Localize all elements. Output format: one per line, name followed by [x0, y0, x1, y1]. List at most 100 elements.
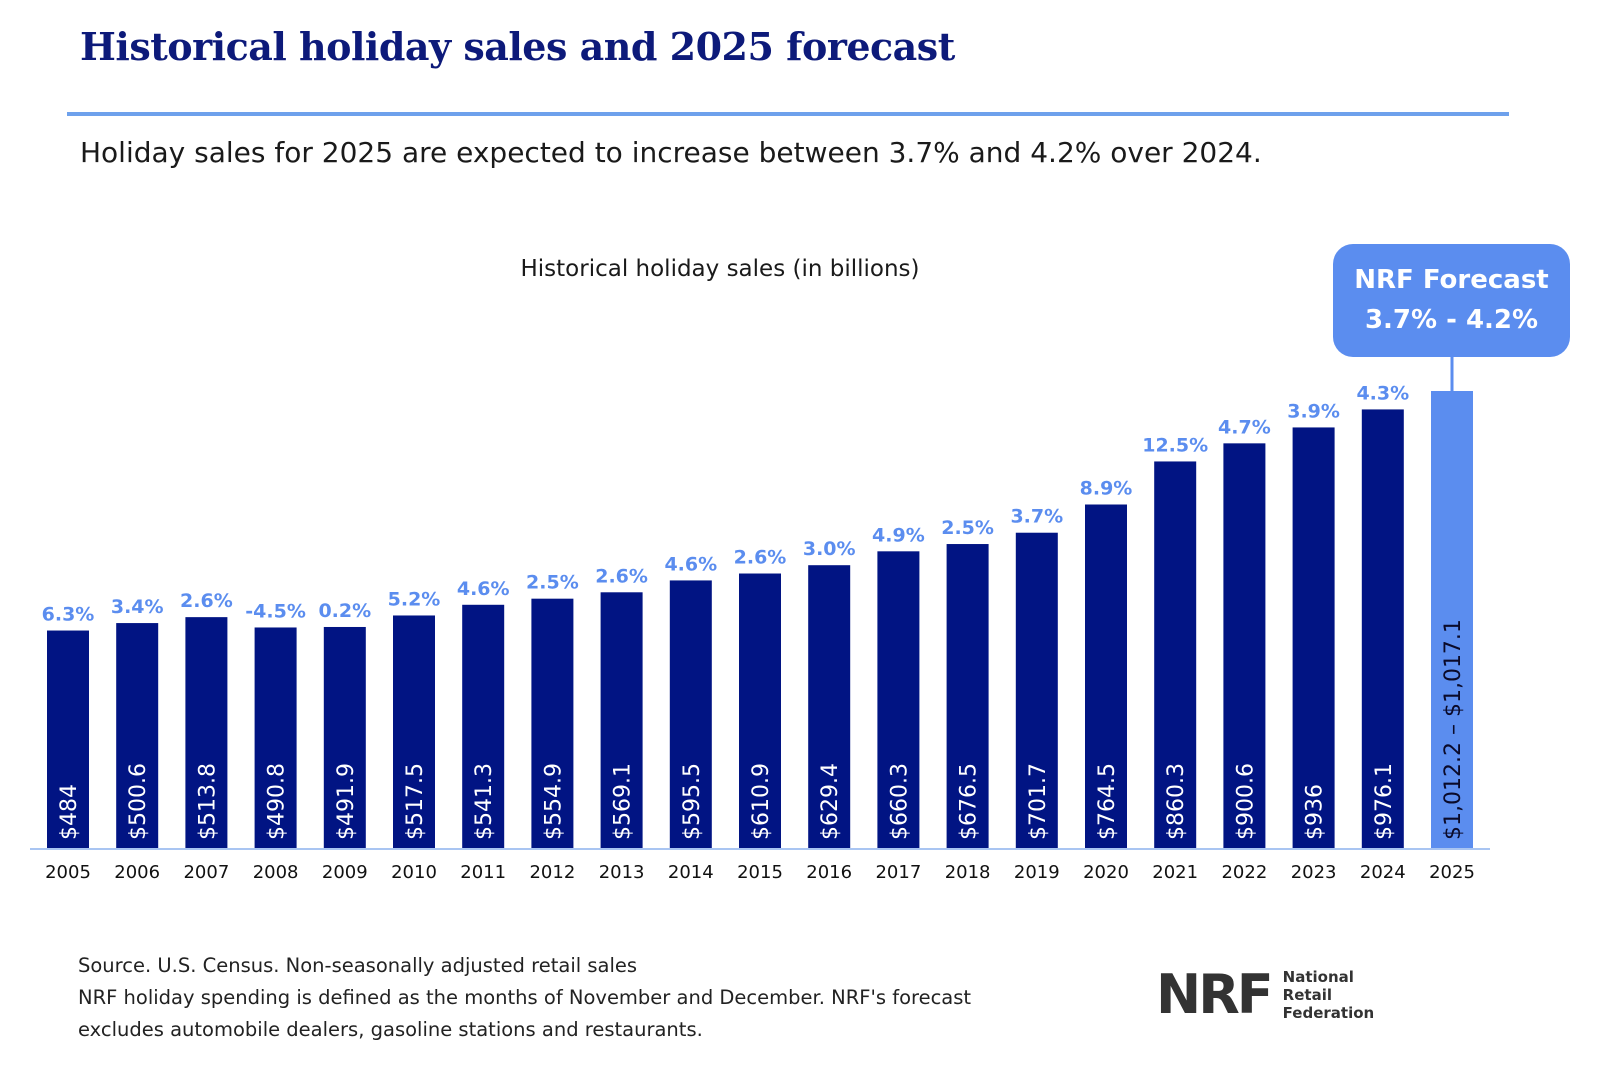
bar-2006 — [116, 623, 159, 848]
footnote-definition: NRF holiday spending is defined as the m… — [78, 986, 972, 1009]
growth-label: 2.6% — [595, 565, 648, 587]
growth-label: 5.2% — [388, 588, 441, 610]
value-label: $484 — [57, 784, 82, 840]
bar-2007 — [185, 617, 228, 848]
value-label: $554.9 — [541, 763, 566, 840]
bar-2015 — [739, 573, 781, 848]
bar-2010 — [393, 615, 435, 848]
x-tick-label: 2024 — [1360, 862, 1406, 883]
x-tick-label: 2020 — [1083, 862, 1129, 883]
value-label: $629.4 — [818, 763, 843, 840]
growth-label: 4.9% — [872, 524, 925, 546]
growth-label: 6.3% — [42, 604, 95, 626]
bar-2018 — [946, 544, 989, 848]
x-tick-label: 2014 — [668, 862, 714, 883]
bar-2005 — [47, 630, 89, 848]
x-tick-label: 2012 — [529, 862, 575, 883]
bar-2024 — [1361, 409, 1404, 848]
value-label: $660.3 — [887, 763, 912, 840]
value-label: $569.1 — [611, 763, 636, 840]
footnote-source: Source. U.S. Census. Non-seasonally adju… — [78, 954, 638, 977]
bar-2011 — [462, 604, 505, 848]
forecast-callout-range: 3.7% - 4.2% — [1364, 305, 1539, 335]
x-tick-label: 2011 — [460, 862, 506, 883]
bar-2013 — [600, 592, 643, 848]
x-tick-label: 2013 — [599, 862, 645, 883]
nrf-logo-wordmark: National Retail Federation — [1283, 968, 1375, 1022]
value-label: $976.1 — [1372, 763, 1397, 840]
footnote-exclusions: excludes automobile dealers, gasoline st… — [78, 1018, 703, 1041]
x-tick-label: 2006 — [114, 862, 160, 883]
value-label: $610.9 — [749, 763, 774, 840]
chart-title: Historical holiday sales (in billions) — [520, 256, 920, 282]
value-label: $860.3 — [1164, 763, 1189, 840]
growth-label: 3.9% — [1287, 400, 1340, 422]
value-label: $595.5 — [680, 763, 705, 840]
growth-label: 2.6% — [180, 590, 233, 612]
page-title: Historical holiday sales and 2025 foreca… — [80, 24, 955, 69]
value-label: $500.6 — [126, 763, 151, 840]
growth-label: 3.7% — [1010, 506, 1063, 528]
bar-2016 — [808, 565, 851, 848]
x-tick-label: 2008 — [253, 862, 299, 883]
value-label: $491.9 — [334, 763, 359, 840]
divider — [67, 112, 1509, 116]
value-label: $936 — [1303, 784, 1328, 840]
bar-2021 — [1154, 461, 1197, 848]
value-label: $541.3 — [472, 763, 497, 840]
x-tick-label: 2005 — [45, 862, 91, 883]
growth-label: 2.6% — [734, 547, 787, 569]
forecast-callout-title: NRF Forecast — [1354, 265, 1549, 295]
value-label: $1,012.2 – $1,017.1 — [1441, 619, 1466, 840]
bar-2012 — [531, 598, 574, 848]
growth-label: 4.6% — [457, 578, 510, 600]
bar-2019 — [1015, 532, 1058, 848]
value-label: $701.7 — [1026, 763, 1051, 840]
x-tick-label: 2025 — [1429, 862, 1475, 883]
growth-label: 2.5% — [941, 517, 994, 539]
growth-label: 12.5% — [1142, 434, 1208, 456]
value-label: $900.6 — [1233, 763, 1258, 840]
growth-label: 4.7% — [1218, 416, 1271, 438]
x-tick-label: 2016 — [806, 862, 852, 883]
x-tick-label: 2021 — [1152, 862, 1198, 883]
value-label: $490.8 — [265, 763, 290, 840]
bar-2009 — [323, 626, 366, 848]
bar-2022 — [1223, 443, 1266, 848]
x-tick-label: 2015 — [737, 862, 783, 883]
logo-line: National — [1282, 968, 1354, 986]
value-label: $517.5 — [403, 763, 428, 840]
bar-2014 — [669, 580, 712, 848]
x-tick-label: 2018 — [945, 862, 991, 883]
footnote: Source. U.S. Census. Non-seasonally adju… — [78, 950, 971, 1046]
bar-2017 — [877, 551, 920, 848]
x-tick-label: 2009 — [322, 862, 368, 883]
growth-label: -4.5% — [245, 600, 306, 622]
bar-2023 — [1292, 427, 1335, 848]
bar-2025 — [1431, 391, 1473, 848]
x-tick-label: 2019 — [1014, 862, 1060, 883]
growth-label: 4.6% — [664, 553, 717, 575]
bar-2020 — [1085, 504, 1127, 848]
forecast-callout: NRF Forecast 3.7% - 4.2% — [1333, 244, 1570, 357]
nrf-logo: NRF National Retail Federation — [1156, 963, 1375, 1026]
growth-label: 2.5% — [526, 572, 579, 594]
x-tick-label: 2017 — [875, 862, 921, 883]
growth-label: 3.4% — [111, 596, 164, 618]
page-subtitle: Holiday sales for 2025 are expected to i… — [80, 136, 1262, 169]
x-tick-label: 2023 — [1291, 862, 1337, 883]
growth-label: 3.0% — [803, 538, 856, 560]
bar-2008 — [254, 627, 297, 848]
nrf-logo-mark: NRF — [1156, 963, 1274, 1026]
growth-label: 0.2% — [318, 600, 371, 622]
growth-label: 8.9% — [1080, 477, 1133, 499]
x-tick-label: 2010 — [391, 862, 437, 883]
value-label: $676.5 — [957, 763, 982, 840]
value-label: $764.5 — [1095, 763, 1120, 840]
logo-line: Federation — [1282, 1004, 1375, 1022]
value-label: $513.8 — [195, 763, 220, 840]
x-tick-label: 2022 — [1221, 862, 1267, 883]
bar-chart: $484 6.3% 2005 $500.6 3.4% 2006 $513.8 2.6% 2007… — [30, 357, 1490, 883]
logo-line: Retail — [1282, 986, 1332, 1004]
x-tick-label: 2007 — [183, 862, 229, 883]
